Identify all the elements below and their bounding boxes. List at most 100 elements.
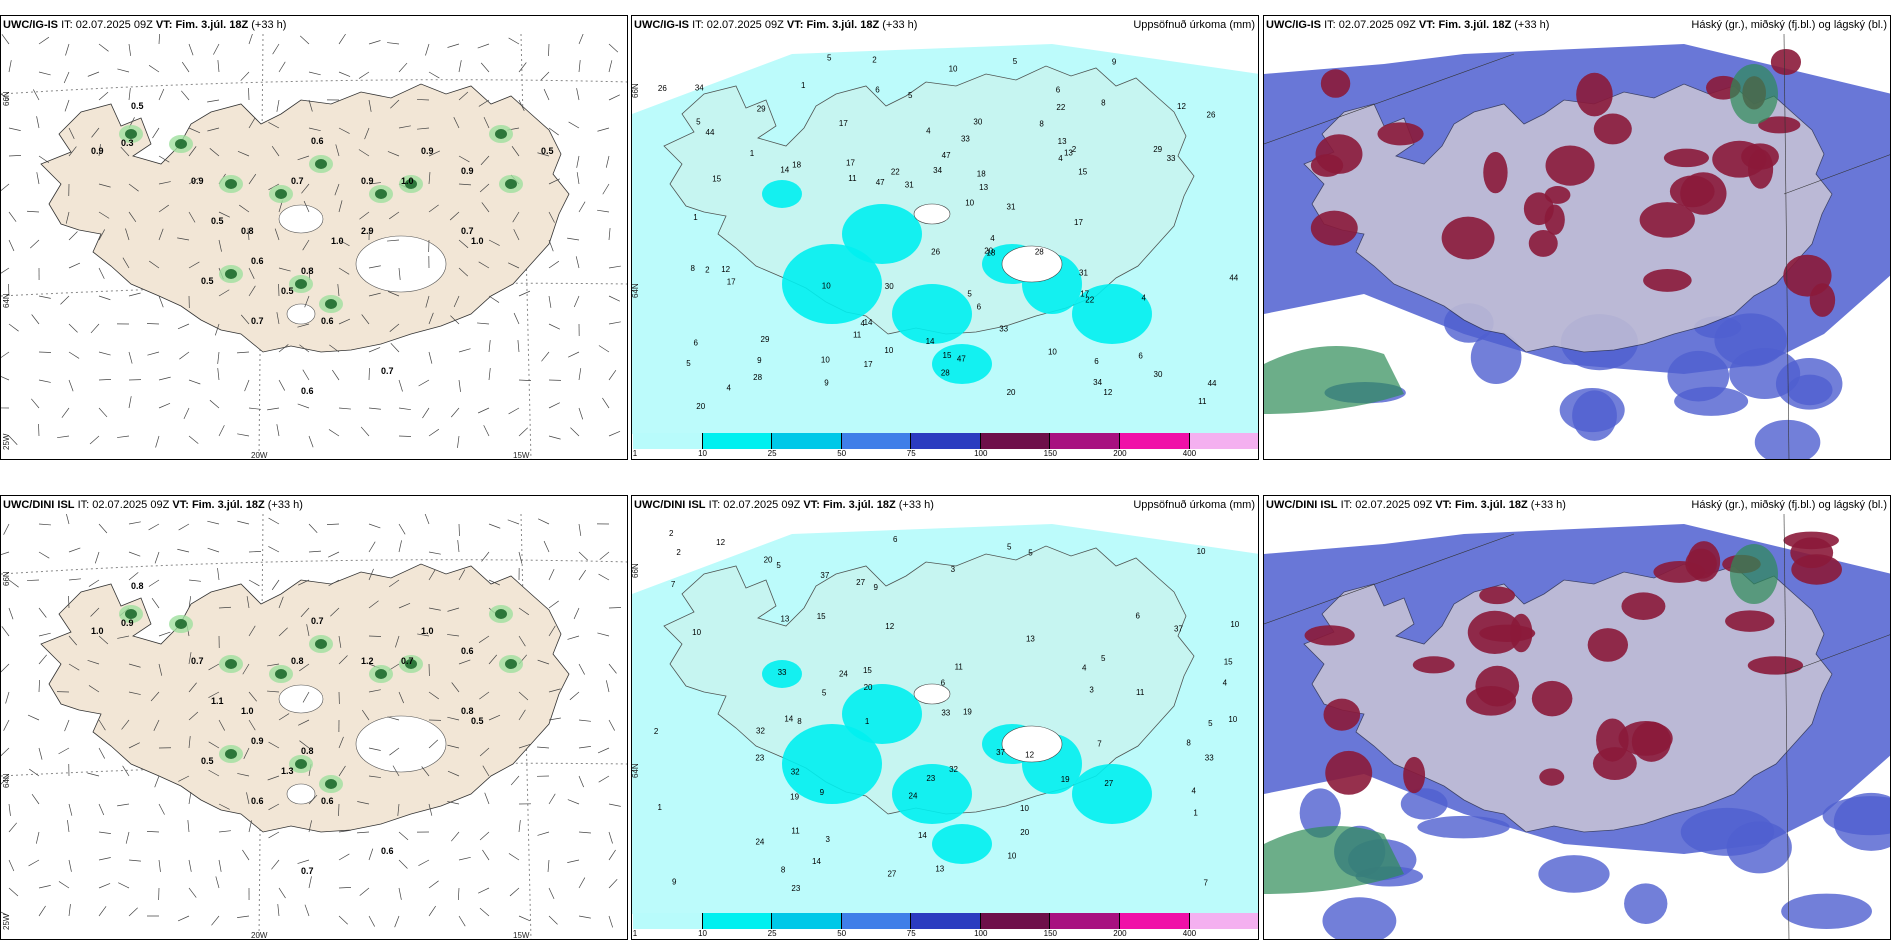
- wind-barb: [98, 719, 106, 731]
- wind-barb: [508, 853, 520, 861]
- wind-barb: [297, 323, 310, 328]
- wind-barb: [425, 43, 430, 56]
- colorbar-label: 400: [1182, 929, 1197, 938]
- wind-barb: [213, 43, 220, 55]
- wind-barb: [209, 399, 220, 409]
- wind-barb: [248, 34, 253, 45]
- precip-value: 10: [1197, 547, 1206, 556]
- wind-barb: [155, 435, 160, 448]
- wind-barb: [207, 547, 220, 553]
- colorbar-label: 400: [1182, 449, 1197, 458]
- wind-barb: [158, 402, 171, 409]
- precip-value: 30: [885, 282, 894, 291]
- wind-barb: [128, 211, 137, 223]
- wind-barb: [68, 803, 73, 816]
- wind-barb: [247, 228, 250, 241]
- precip-value: 3: [826, 835, 831, 844]
- wind-barb: [517, 340, 520, 353]
- wind-barb: [68, 578, 81, 581]
- panel-cloud-bottom: UWC/DINI ISL IT: 02.07.2025 09Z VT: Fim.…: [1263, 495, 1891, 940]
- wind-barb: [178, 523, 190, 531]
- precip-value: 12: [721, 265, 730, 274]
- wind-barb: [547, 859, 550, 872]
- low-cloud-blob: [1680, 807, 1775, 856]
- wind-barb: [98, 831, 111, 834]
- wind-barb: [158, 631, 171, 637]
- wind-barb: [1, 351, 10, 358]
- lat-label-64n: 64N: [2, 773, 11, 788]
- wind-barb: [450, 315, 460, 325]
- wind-barb: [217, 60, 220, 73]
- wind-barb: [209, 148, 220, 157]
- low-cloud-blob: [1674, 386, 1749, 416]
- wind-barb: [428, 880, 439, 889]
- dry-patch: [1001, 725, 1063, 763]
- wind-barb: [332, 369, 340, 381]
- precip-value: 33: [941, 709, 950, 718]
- wind-barb: [338, 318, 351, 325]
- wind-barb: [428, 691, 439, 700]
- wind-value: 0.5: [541, 146, 554, 156]
- glacier-langjokull: [278, 684, 324, 714]
- mid-cloud-blob: [1475, 665, 1520, 707]
- wind-barb: [248, 267, 255, 279]
- precip-value: 18: [977, 170, 986, 179]
- wind-barb: [548, 178, 560, 185]
- precip-blob: [842, 684, 922, 744]
- low-cloud-blob: [1624, 883, 1668, 924]
- wind-barb: [181, 90, 190, 101]
- high-cloud-blob: [1730, 64, 1778, 124]
- precip-value: 5: [908, 91, 913, 100]
- wind-barb: [98, 906, 107, 917]
- wind-barb: [428, 312, 434, 325]
- wind-barb: [187, 820, 190, 833]
- wind-value: 0.8: [461, 706, 474, 716]
- wind-barb: [98, 635, 109, 645]
- mid-cloud-blob: [1680, 172, 1727, 215]
- wind-barb: [568, 121, 580, 129]
- precip-blob: [782, 724, 882, 804]
- colorbar-label: 10: [698, 449, 707, 458]
- wind-barb: [388, 579, 400, 588]
- precip-value: 19: [963, 707, 972, 716]
- wind-barb: [271, 579, 280, 591]
- wind-barb: [308, 127, 321, 132]
- wind-barb: [304, 295, 310, 308]
- precip-cell-core: [275, 669, 287, 679]
- wind-barb: [268, 803, 280, 811]
- mid-cloud-blob: [1523, 192, 1554, 226]
- precip-values: 2221010109991919192323232424241515151414…: [654, 529, 1240, 893]
- wind-barb: [38, 155, 50, 164]
- wind-barb: [207, 127, 220, 132]
- wind-value: 0.6: [251, 256, 264, 266]
- colorbar-segment: [1189, 913, 1258, 929]
- precip-value: 24: [909, 792, 918, 801]
- wind-barb: [125, 831, 130, 844]
- precip-value: 13: [1058, 137, 1067, 146]
- wind-value: 0.7: [291, 176, 304, 186]
- dry-patch: [1001, 245, 1063, 283]
- wind-barb: [128, 907, 138, 917]
- wind-barb: [158, 803, 165, 815]
- legend-title: Háský (gr.), miðský (fj.bl.) og lágský (…: [1691, 499, 1887, 511]
- lat-label-64n: 64N: [632, 763, 640, 778]
- wind-barb: [278, 713, 290, 721]
- wind-barb: [148, 64, 160, 73]
- wind-barb: [428, 551, 441, 555]
- wind-barb: [548, 568, 555, 581]
- mid-cloud: [1310, 48, 1836, 317]
- wind-barb: [338, 71, 351, 77]
- wind-barb: [488, 340, 491, 353]
- wind-barb: [121, 719, 130, 730]
- precip-value: 6: [1138, 352, 1143, 361]
- precip-value: 5: [696, 117, 701, 126]
- wind-value: 1.0: [331, 236, 344, 246]
- precip-value: 28: [941, 368, 950, 377]
- wind-barb: [246, 596, 250, 609]
- graticule-line: [1264, 533, 1515, 625]
- wind-barb: [548, 323, 560, 330]
- wind-barb: [91, 127, 100, 138]
- wind-barb: [248, 407, 261, 410]
- precip-heavy: [762, 180, 1152, 384]
- wind-barb: [177, 323, 190, 330]
